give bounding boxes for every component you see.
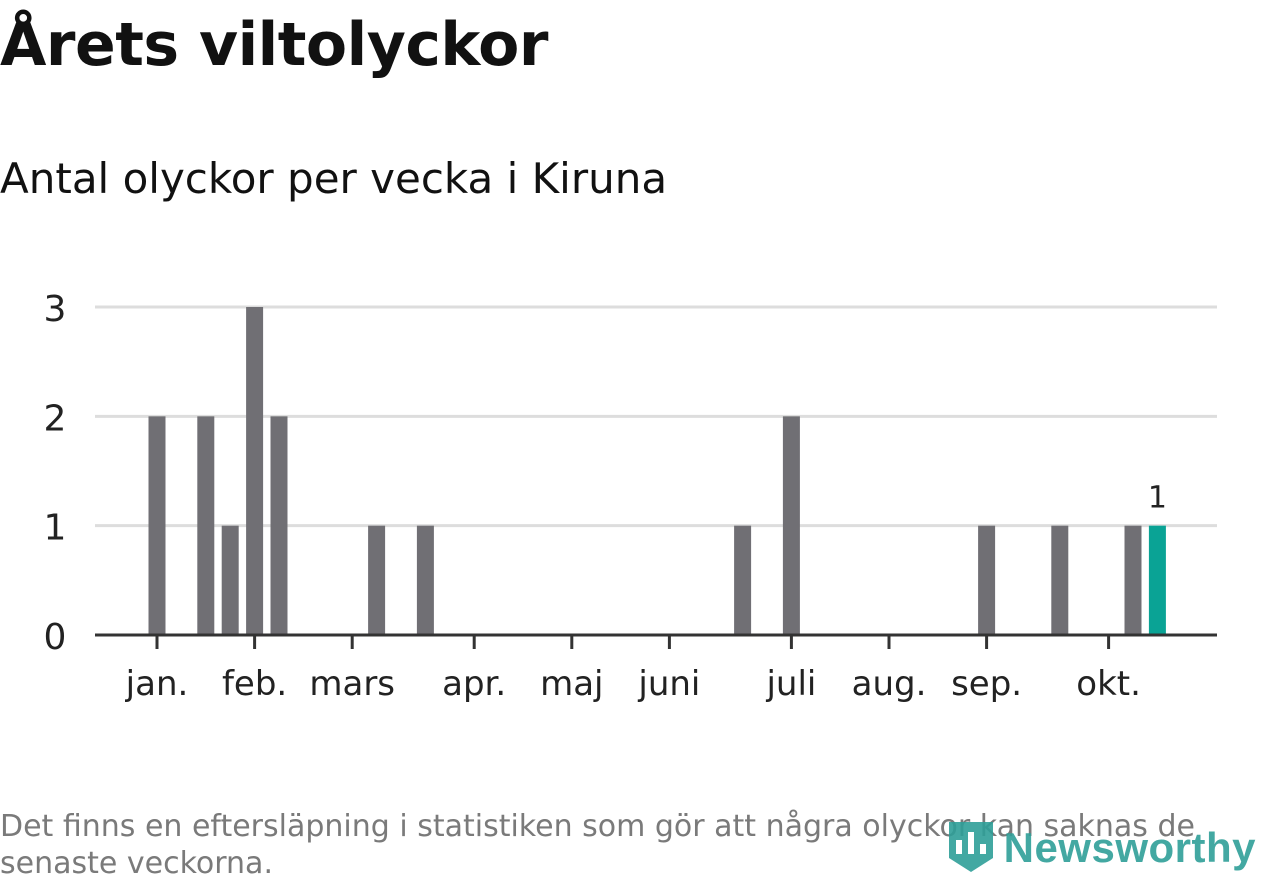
bar — [368, 525, 386, 635]
bar — [270, 416, 288, 635]
chart-title: Årets viltolyckor — [0, 10, 549, 80]
chart-subtitle: Antal olyckor per vecka i Kiruna — [0, 154, 668, 203]
y-tick-label: 2 — [44, 398, 67, 439]
bar-chart: 0 1 2 3 1 jan. feb. mars apr. maj juni juli aug. sep.… — [44, 289, 1217, 704]
bar — [221, 525, 239, 635]
brand-logo: Newsworthy — [946, 818, 1256, 878]
bar — [246, 307, 264, 635]
y-tick-label: 1 — [44, 508, 67, 549]
data-label: 1 — [1148, 481, 1167, 516]
x-tick-label: juli — [765, 664, 816, 704]
bar — [978, 525, 996, 635]
x-tick-label: feb. — [222, 664, 287, 704]
y-tick-label: 0 — [44, 617, 67, 658]
bar — [782, 416, 800, 635]
bar-chart-shield-icon — [946, 818, 996, 878]
x-tick-label: aug. — [852, 664, 927, 704]
footnote: Det finns en eftersläpning i statistiken… — [0, 809, 1195, 881]
bar — [1124, 525, 1142, 635]
x-tick-label: okt. — [1076, 664, 1141, 704]
bar — [148, 416, 166, 635]
bar — [416, 525, 434, 635]
x-tick-label: apr. — [442, 664, 506, 704]
x-tick-label: sep. — [951, 664, 1022, 704]
y-tick-label: 3 — [44, 289, 67, 330]
x-tick-label: maj — [540, 664, 603, 704]
bar — [197, 416, 215, 635]
bar — [734, 525, 752, 635]
x-tick-label: juni — [637, 664, 700, 704]
bar — [1051, 525, 1069, 635]
x-tick-label: mars — [309, 664, 395, 704]
bar-highlight — [1148, 525, 1166, 635]
brand-name: Newsworthy — [1003, 824, 1256, 871]
x-tick-label: jan. — [125, 664, 189, 704]
